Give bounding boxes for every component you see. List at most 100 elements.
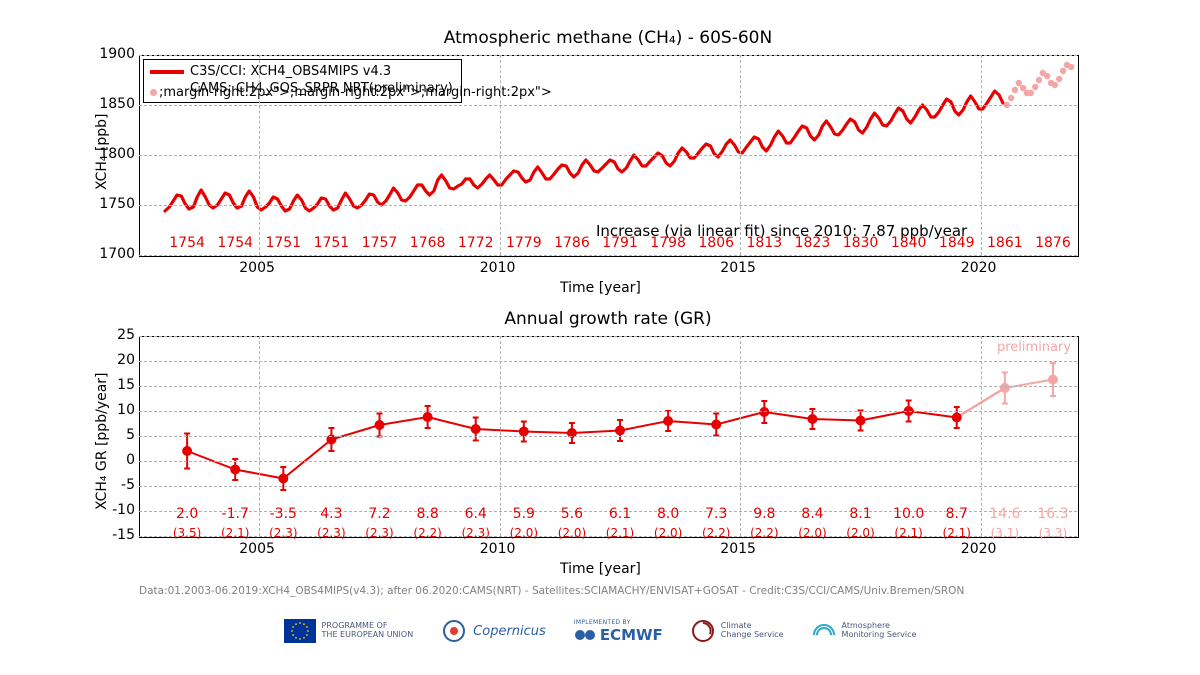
bot-value: 5.6 [561, 506, 583, 522]
bot-error: (2.3) [365, 526, 393, 540]
bot-error: (3.5) [173, 526, 201, 540]
bot-value: 9.8 [753, 506, 775, 522]
bot-value: 10.0 [893, 506, 924, 522]
bot-xtick: 2020 [961, 541, 997, 557]
top-annual-mean: 1813 [747, 235, 783, 251]
bot-grid-h [139, 411, 1077, 412]
bot-value: 8.7 [946, 506, 968, 522]
top-grid-h [139, 155, 1077, 156]
top-annual-mean: 1849 [939, 235, 975, 251]
top-ytick: 1700 [95, 246, 135, 262]
bot-error: (2.0) [558, 526, 586, 540]
bot-value: 2.0 [176, 506, 198, 522]
top-title: Atmospheric methane (CH₄) - 60S-60N [139, 28, 1077, 48]
top-annual-mean: 1798 [650, 235, 686, 251]
bot-error: (2.1) [606, 526, 634, 540]
top-ytick: 1800 [95, 146, 135, 162]
top-annual-mean: 1791 [602, 235, 638, 251]
footer: PROGRAMME OFTHE EUROPEAN UNION Copernicus… [0, 618, 1200, 644]
bot-ytick: -15 [101, 527, 135, 543]
bot-value: 8.1 [849, 506, 871, 522]
top-ytick: 1750 [95, 196, 135, 212]
bot-error: (2.2) [413, 526, 441, 540]
footer-eu-text: PROGRAMME OFTHE EUROPEAN UNION [322, 622, 414, 640]
bot-ytick: -10 [101, 502, 135, 518]
top-annual-mean: 1806 [698, 235, 734, 251]
bot-value: 8.0 [657, 506, 679, 522]
bot-error: (2.3) [317, 526, 345, 540]
ecmwf-icon [574, 628, 596, 642]
bot-error: (2.3) [461, 526, 489, 540]
bot-ytick: 15 [101, 377, 135, 393]
top-grid-h [139, 55, 1077, 56]
footer-c3s-text: ClimateChange Service [721, 622, 784, 640]
bot-value: 8.4 [801, 506, 823, 522]
bot-value: 14.6 [989, 506, 1020, 522]
top-annual-mean: 1757 [362, 235, 398, 251]
top-xtick: 2015 [720, 260, 756, 276]
top-annual-mean: 1840 [891, 235, 927, 251]
preliminary-label: preliminary [997, 340, 1071, 355]
bot-grid-h [139, 486, 1077, 487]
bot-xtick: 2010 [480, 541, 516, 557]
top-annual-mean: 1754 [169, 235, 205, 251]
eu-flag-icon [284, 619, 316, 643]
footer-eu: PROGRAMME OFTHE EUROPEAN UNION [284, 619, 414, 643]
bot-xtick: 2015 [720, 541, 756, 557]
footer-copernicus: Copernicus [441, 618, 546, 644]
top-xtick: 2020 [961, 260, 997, 276]
bot-xtick: 2005 [239, 541, 275, 557]
bot-error: (2.2) [702, 526, 730, 540]
footer-c3s: ClimateChange Service [691, 619, 784, 643]
bot-value: 5.9 [513, 506, 535, 522]
bot-value: 6.1 [609, 506, 631, 522]
cams-icon [812, 619, 836, 643]
top-annual-mean: 1751 [314, 235, 350, 251]
bot-value: 16.3 [1037, 506, 1068, 522]
top-grid-h [139, 105, 1077, 106]
bot-grid-h [139, 361, 1077, 362]
top-annual-mean: 1768 [410, 235, 446, 251]
credit-line: Data:01.2003-06.2019:XCH4_OBS4MIPS(v4.3)… [139, 585, 964, 597]
top-annual-mean: 1861 [987, 235, 1023, 251]
bot-error: (2.3) [269, 526, 297, 540]
footer-ecmwf: IMPLEMENTED BYECMWF [574, 619, 663, 644]
top-xlabel: Time [year] [560, 280, 641, 296]
bot-grid-h [139, 461, 1077, 462]
top-ytick: 1850 [95, 96, 135, 112]
figure: Atmospheric methane (CH₄) - 60S-60N XCH₄… [0, 0, 1200, 675]
bot-error: (2.0) [798, 526, 826, 540]
bot-ytick: 0 [101, 452, 135, 468]
bot-value: 8.8 [416, 506, 438, 522]
bot-error: (3.1) [991, 526, 1019, 540]
bot-ytick: 10 [101, 402, 135, 418]
bot-value: 7.2 [368, 506, 390, 522]
top-annual-mean: 1751 [265, 235, 301, 251]
top-grid-h [139, 205, 1077, 206]
top-annual-mean: 1779 [506, 235, 542, 251]
bot-error: (3.3) [1039, 526, 1067, 540]
bot-error: (2.0) [510, 526, 538, 540]
bot-grid-h [139, 386, 1077, 387]
bot-value: 7.3 [705, 506, 727, 522]
bot-value: 4.3 [320, 506, 342, 522]
top-xtick: 2010 [480, 260, 516, 276]
top-grid-h [139, 255, 1077, 256]
bot-grid-h [139, 336, 1077, 337]
bot-value: -1.7 [222, 506, 249, 522]
bot-ytick: 5 [101, 427, 135, 443]
bot-error: (2.0) [846, 526, 874, 540]
footer-cams: AtmosphereMonitoring Service [812, 619, 917, 643]
top-xtick: 2005 [239, 260, 275, 276]
bot-ytick: -5 [101, 477, 135, 493]
bot-error: (2.1) [221, 526, 249, 540]
top-annual-mean: 1772 [458, 235, 494, 251]
top-annual-mean: 1754 [217, 235, 253, 251]
copernicus-icon [441, 618, 467, 644]
bottom-title: Annual growth rate (GR) [139, 309, 1077, 329]
bottom-xlabel: Time [year] [560, 561, 641, 577]
bot-error: (2.1) [894, 526, 922, 540]
top-annual-mean: 1876 [1035, 235, 1071, 251]
c3s-icon [691, 619, 715, 643]
bot-error: (2.2) [750, 526, 778, 540]
